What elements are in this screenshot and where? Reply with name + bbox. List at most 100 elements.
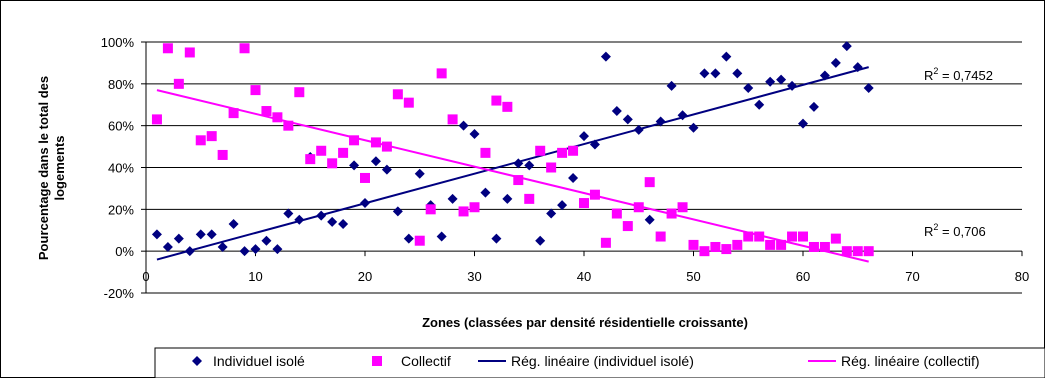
point-individuel [469,129,480,140]
point-individuel [414,168,425,179]
point-collectif [699,246,710,257]
point-individuel [458,120,469,131]
point-collectif [206,131,217,142]
x-tick-label: 40 [577,269,591,284]
point-individuel [743,83,754,94]
x-tick-label: 70 [905,269,919,284]
point-individuel [699,68,710,79]
legend-box [154,347,1045,378]
point-collectif [392,89,403,100]
y-tick-label: 0% [115,244,134,259]
point-collectif [283,120,294,131]
point-individuel [195,229,206,240]
point-collectif [305,154,316,165]
point-individuel [184,246,195,257]
point-individuel [338,218,349,229]
point-individuel [579,131,589,142]
point-individuel [360,198,370,209]
point-collectif [622,221,633,232]
point-individuel [863,83,874,94]
point-individuel [327,216,338,227]
point-collectif [579,198,589,209]
x-tick-label: 80 [1015,269,1029,284]
point-individuel [491,233,502,244]
point-collectif [557,147,568,158]
point-individuel [819,70,830,81]
trendline-individuel [156,66,869,261]
x-tick-label: 0 [142,269,149,284]
point-individuel [830,57,841,68]
point-collectif [458,206,469,217]
x-tick-label: 10 [248,269,262,284]
point-individuel [513,158,524,169]
point-collectif [666,208,677,219]
y-tick-label: 60% [108,119,134,134]
point-collectif [732,239,743,250]
point-collectif [589,189,600,200]
point-collectif [381,141,392,152]
point-collectif [852,246,863,257]
point-individuel [381,164,392,175]
point-collectif [195,135,206,146]
x-tick-label: 60 [796,269,810,284]
point-individuel [732,68,743,79]
point-collectif [677,202,688,213]
point-individuel [644,214,655,225]
axes [141,41,1023,294]
point-individuel [436,231,447,242]
point-individuel [535,235,546,246]
point-collectif [491,95,502,106]
point-collectif [261,106,272,117]
legend: Individuel isolé Collectif Rég. linéaire… [154,347,1045,378]
point-collectif [173,78,184,89]
point-individuel [568,172,579,183]
point-individuel [403,233,414,244]
point-collectif [480,147,491,158]
y-tick-label: 80% [108,77,134,92]
point-collectif [787,231,798,242]
point-collectif [721,244,732,255]
point-individuel [294,214,305,225]
y-axis-title-line1: Pourcentage dans le total des [36,76,51,260]
point-collectif [250,85,261,96]
x-tick-label: 30 [467,269,481,284]
point-individuel [600,51,611,62]
legend-diamond-icon [192,356,202,366]
point-individuel [841,41,852,52]
point-collectif [710,241,721,252]
legend-label-individuel: Individuel isolé [213,353,305,369]
point-individuel [754,99,765,110]
point-individuel [173,233,184,244]
point-collectif [743,231,754,242]
point-individuel [239,246,250,257]
point-individuel [217,241,228,252]
y-tick-label: -20% [104,286,135,301]
point-collectif [754,231,765,242]
point-collectif [568,145,579,156]
point-individuel [283,208,294,219]
point-individuel [524,160,535,171]
point-collectif [655,231,666,242]
point-individuel [502,193,513,204]
point-individuel [272,244,283,255]
legend-label-reg-individuel: Rég. linéaire (individuel isolé) [511,353,694,369]
point-individuel [622,114,633,125]
point-collectif [633,202,644,213]
point-individuel [557,200,568,211]
y-tick-label: 40% [108,161,134,176]
point-individuel [228,218,239,229]
x-axis-title: Zones (classées par densité résidentiell… [422,315,748,330]
point-collectif [611,208,622,219]
y-axis-title-line2: logements [52,135,67,200]
point-collectif [776,239,787,250]
point-collectif [349,135,360,146]
point-individuel [447,193,458,204]
point-individuel [710,68,721,79]
point-collectif [272,112,283,123]
point-collectif [798,231,808,242]
point-collectif [841,246,852,257]
point-collectif [644,177,655,188]
point-individuel [666,80,677,91]
point-collectif [162,43,173,54]
